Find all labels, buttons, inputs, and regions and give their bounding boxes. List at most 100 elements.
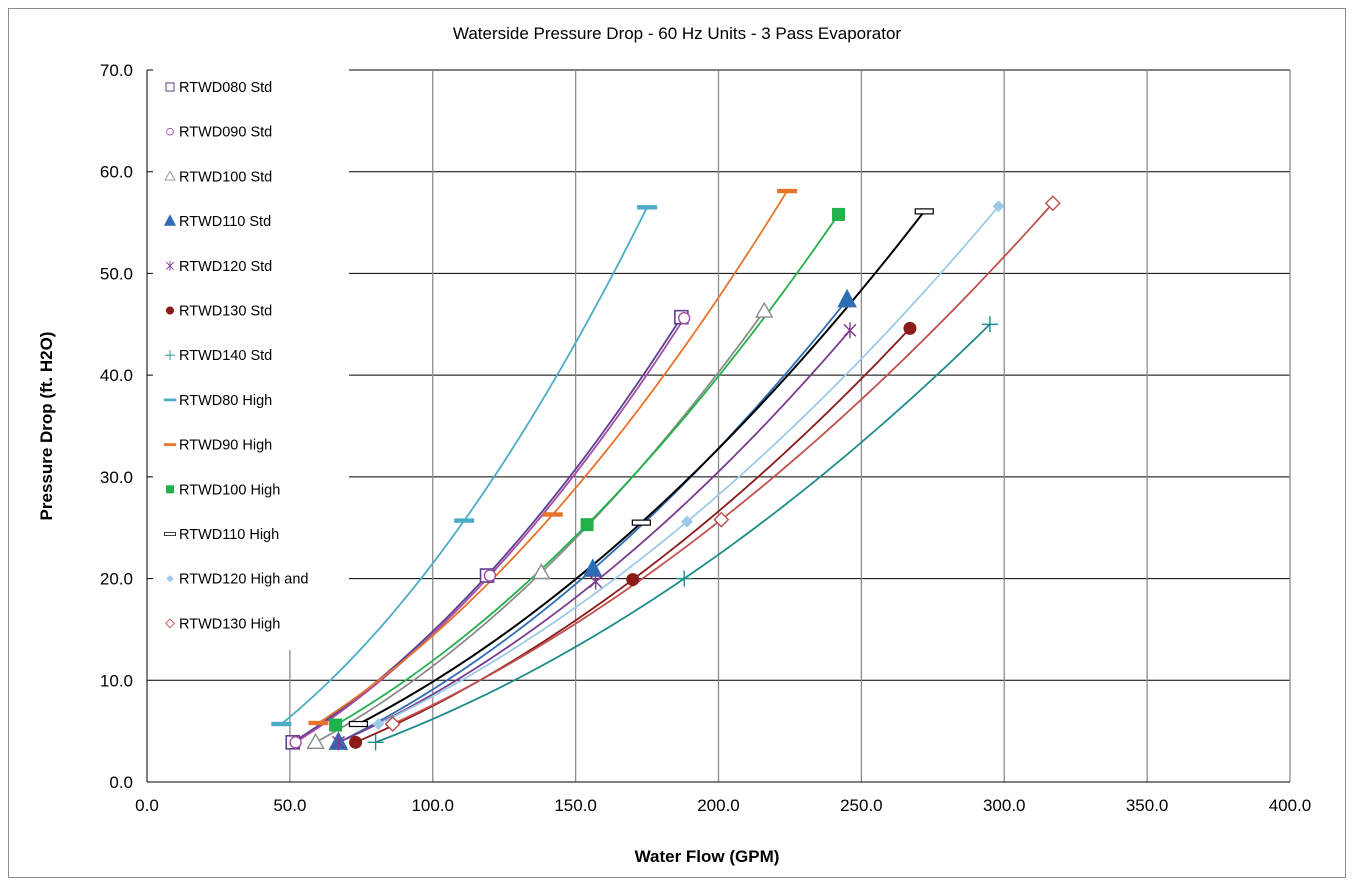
legend-entry: RTWD100 Std [164, 169, 272, 185]
marker-shape [165, 350, 175, 361]
legend-marker [166, 574, 174, 583]
legend-label: RTWD120 Std [179, 259, 272, 275]
marker-shape [454, 518, 475, 523]
data-point [384, 716, 401, 733]
marker-shape [165, 82, 175, 92]
marker-shape [777, 188, 798, 194]
data-point [777, 188, 798, 194]
data-point [681, 515, 694, 528]
legend-entry: RTWD090 Std [166, 125, 272, 141]
marker-shape [981, 316, 998, 333]
legend-background [153, 65, 349, 651]
legend-entry: RTWD80 High [163, 393, 272, 409]
x-tick-label: 250.0 [840, 796, 883, 815]
data-point [903, 321, 917, 335]
y-tick-label: 10.0 [100, 671, 133, 690]
data-point [329, 718, 343, 732]
x-tick-label: 300.0 [983, 796, 1026, 815]
data-point [367, 734, 384, 751]
x-tick-label: 400.0 [1269, 796, 1312, 815]
legend-entry: RTWD100 High [165, 482, 280, 498]
marker-shape [713, 511, 730, 528]
legend-label: RTWD80 High [179, 393, 272, 409]
series-line [378, 205, 1000, 725]
data-point [843, 322, 857, 339]
data-point [676, 570, 693, 587]
legend-entry: RTWD140 Std [165, 348, 272, 364]
data-point [582, 558, 603, 577]
data-point [914, 208, 934, 215]
legend-entry: RTWD90 High [163, 438, 272, 454]
marker-shape [582, 558, 603, 577]
legend-marker [165, 260, 175, 271]
data-point [289, 736, 302, 749]
marker-shape [165, 618, 175, 629]
legend-label: RTWD110 High [179, 527, 279, 543]
y-tick-label: 40.0 [100, 366, 133, 385]
legend-marker [164, 170, 176, 181]
legend-marker [164, 532, 176, 536]
legend-marker [165, 618, 175, 629]
legend-label: RTWD090 Std [179, 125, 272, 141]
x-tick-labels: 0.0 50.0 100.0 150.0 200.0 250.0 300.0 350.0 400… [135, 796, 1311, 815]
marker-shape [163, 398, 177, 402]
x-tick-label: 50.0 [273, 796, 306, 815]
marker-shape [676, 570, 693, 587]
x-tick-label: 100.0 [411, 796, 454, 815]
series-line [335, 213, 840, 726]
y-tick-label: 50.0 [100, 264, 133, 283]
legend-entry: RTWD080 Std [165, 80, 272, 96]
legend-marker [163, 443, 177, 446]
marker-shape [1044, 195, 1061, 212]
series-line [292, 316, 683, 744]
marker-shape [755, 301, 774, 318]
legend-entry: RTWD110 High [164, 527, 279, 543]
x-tick-label: 0.0 [135, 796, 159, 815]
data-point [713, 511, 730, 528]
marker-shape [626, 573, 640, 587]
marker-shape [348, 720, 369, 728]
data-point [331, 734, 345, 751]
marker-shape [329, 718, 343, 732]
marker-shape [483, 569, 497, 582]
marker-shape [367, 734, 384, 751]
data-point [271, 721, 292, 727]
marker-shape [580, 518, 594, 532]
data-point [542, 512, 563, 517]
legend-label: RTWD110 Std [179, 214, 271, 230]
legend-label: RTWD080 Std [179, 80, 272, 96]
marker-shape [832, 207, 846, 221]
marker-shape [166, 574, 174, 583]
data-point [832, 207, 846, 221]
marker-shape [165, 485, 175, 494]
data-point [308, 720, 329, 726]
legend-marker [165, 485, 175, 494]
legend-entry: RTWD120 High and [166, 572, 309, 588]
series-line [392, 202, 1054, 725]
legend: RTWD080 Std RTWD090 Std RTWD100 Std RTWD110… [153, 65, 349, 651]
legend-entry: RTWD120 Std [165, 259, 272, 275]
marker-shape [306, 732, 325, 750]
legend-marker [165, 306, 175, 315]
data-point [372, 718, 385, 731]
x-tick-label: 350.0 [1126, 796, 1169, 815]
marker-shape [903, 321, 917, 335]
data-point [580, 518, 594, 532]
marker-shape [308, 720, 329, 726]
chart-title: Waterside Pressure Drop - 60 Hz Units - … [453, 24, 901, 43]
data-point [589, 573, 603, 590]
legend-entry: RTWD130 Std [165, 304, 272, 320]
legend-marker [165, 82, 175, 92]
data-point [306, 732, 325, 750]
marker-shape [349, 735, 363, 749]
legend-label: RTWD90 High [179, 438, 272, 454]
x-axis-title: Water Flow (GPM) [635, 847, 780, 866]
data-point [637, 205, 658, 210]
marker-shape [637, 205, 658, 210]
data-point [755, 301, 774, 318]
data-point [483, 569, 497, 582]
marker-shape [372, 718, 385, 731]
legend-label: RTWD100 Std [179, 169, 272, 185]
y-tick-labels: 0.0 10.0 20.0 30.0 40.0 50.0 60.0 70.0 [100, 61, 133, 792]
data-point [626, 573, 640, 587]
